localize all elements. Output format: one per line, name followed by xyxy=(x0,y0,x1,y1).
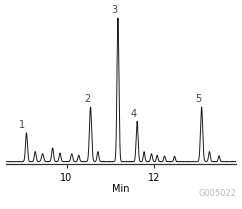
Text: 5: 5 xyxy=(196,94,202,104)
Text: 2: 2 xyxy=(84,94,90,104)
Text: 4: 4 xyxy=(131,109,137,119)
X-axis label: Min: Min xyxy=(112,184,130,194)
Text: G005022: G005022 xyxy=(198,189,236,198)
Text: 1: 1 xyxy=(19,120,25,130)
Text: 3: 3 xyxy=(111,5,118,15)
